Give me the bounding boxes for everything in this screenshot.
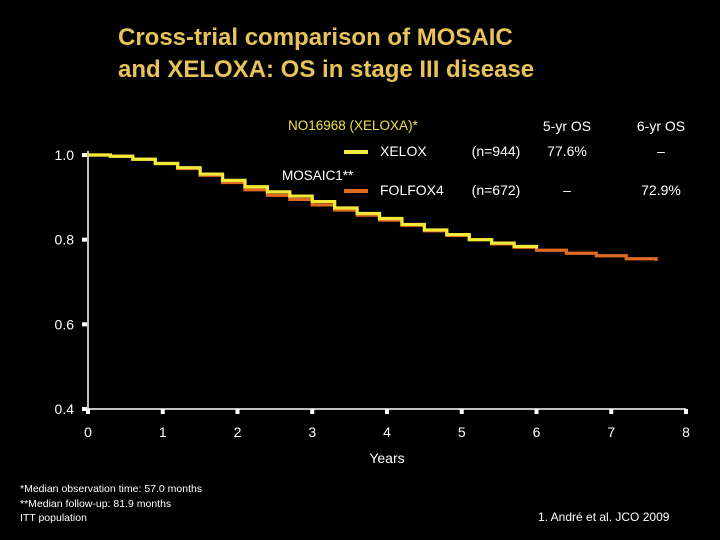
x-tick-mark-5 xyxy=(459,409,464,414)
x-tick-label-3: 3 xyxy=(308,424,316,440)
legend-header-trial: NO16968 (XELOXA)* xyxy=(288,118,419,133)
citation: 1. André et al. JCO 2009 xyxy=(538,510,670,524)
x-tick-mark-6 xyxy=(534,409,539,414)
footnotes: *Median observation time: 57.0 months **… xyxy=(20,482,202,526)
title-line-2: and XELOXA: OS in stage III disease xyxy=(118,56,535,83)
slide-title: Cross-trial comparison of MOSAIC and XEL… xyxy=(118,22,678,86)
legend-os5-xelox: 77.6% xyxy=(547,143,587,159)
x-axis-label: Years xyxy=(369,450,404,466)
y-tick-label-1.0: 1.0 xyxy=(55,147,75,163)
y-tick-mark-0.6 xyxy=(82,322,87,327)
title-line-1: Cross-trial comparison of MOSAIC xyxy=(118,24,513,51)
legend-os5-folfox4: – xyxy=(563,182,571,198)
x-tick-label-2: 2 xyxy=(234,424,242,440)
x-tick-label-6: 6 xyxy=(533,424,541,440)
footnote-3: ITT population xyxy=(20,512,87,524)
x-tick-label-5: 5 xyxy=(458,424,466,440)
footnote-2: **Median follow-up: 81.9 months xyxy=(20,497,172,510)
y-tick-mark-0.4 xyxy=(82,407,87,411)
legend-header-5yr: 5-yr OS xyxy=(543,118,591,134)
x-tick-mark-2 xyxy=(235,409,240,414)
x-tick-mark-3 xyxy=(310,409,315,414)
x-tick-mark-4 xyxy=(385,409,389,414)
legend-header-6yr: 6-yr OS xyxy=(637,118,685,134)
legend-name-xelox: XELOX xyxy=(380,143,427,159)
legend-os6-folfox4: 72.9% xyxy=(641,182,681,198)
x-tick-mark-7 xyxy=(609,409,614,414)
x-tick-label-0: 0 xyxy=(84,424,92,440)
y-tick-mark-0.8 xyxy=(82,237,87,242)
x-tick-label-8: 8 xyxy=(682,424,690,440)
y-tick-label-0.4: 0.4 xyxy=(55,401,75,417)
series-line-xelox xyxy=(88,153,539,249)
y-tick-mark-1.0 xyxy=(82,153,87,157)
x-tick-label-4: 4 xyxy=(383,424,391,440)
x-tick-mark-8 xyxy=(684,409,688,414)
legend-name-folfox4: FOLFOX4 xyxy=(380,182,444,198)
x-tick-label-1: 1 xyxy=(159,424,167,440)
footnote-1: *Median observation time: 57.0 months xyxy=(20,483,203,495)
series-line-folfox4 xyxy=(88,153,658,261)
legend-n-xelox: (n=944) xyxy=(472,143,521,159)
legend-mosaic-label: MOSAIC1** xyxy=(282,168,354,183)
x-tick-label-7: 7 xyxy=(607,424,615,440)
legend-swatch-xelox xyxy=(344,150,368,154)
legend-os6-xelox: – xyxy=(657,143,665,159)
x-tick-mark-1 xyxy=(160,409,165,414)
legend-swatch-folfox4 xyxy=(344,189,368,193)
legend-n-folfox4: (n=672) xyxy=(472,182,521,198)
y-tick-label-0.6: 0.6 xyxy=(55,316,75,332)
y-tick-label-0.8: 0.8 xyxy=(55,232,75,248)
x-tick-mark-0 xyxy=(86,409,90,414)
